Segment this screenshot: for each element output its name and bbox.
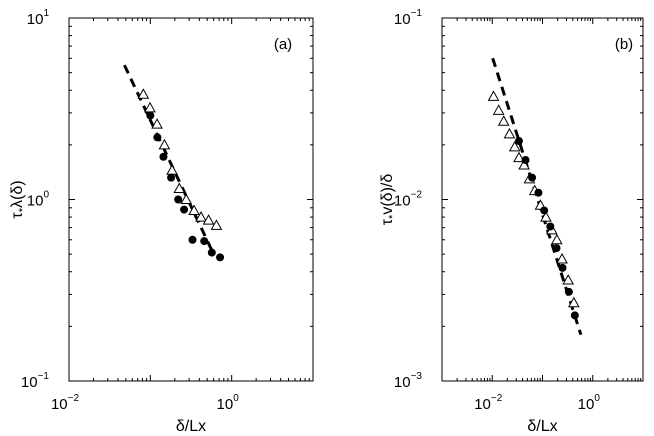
triangle-data-point (487, 90, 500, 101)
circle-data-point (153, 133, 162, 142)
y-tick-label: 10−2 (394, 190, 423, 210)
circle-data-point (528, 173, 537, 182)
triangle-data-point (550, 233, 563, 245)
triangle-data-point (556, 252, 568, 264)
triangle-data-point (562, 274, 575, 285)
x-tick-label: 10−2 (51, 393, 80, 413)
circle-data-point (558, 263, 567, 272)
y-tick-label: 10−1 (21, 371, 50, 391)
circle-data-point (167, 173, 176, 182)
circle-data-point (180, 205, 189, 214)
circle-data-point (174, 195, 183, 204)
triangle-data-point (567, 296, 580, 308)
y-tick-label: 101 (27, 8, 50, 28)
triangle-data-point (166, 164, 178, 175)
circle-data-point (514, 137, 523, 146)
y-axis-label: τ*λ(δ) (9, 180, 29, 218)
circle-data-point (564, 287, 573, 296)
y-tick-label: 10−1 (394, 8, 423, 28)
x-axis-label: δ/Lx (176, 418, 206, 435)
circle-data-point (216, 253, 225, 262)
circle-data-point (521, 156, 530, 165)
circle-data-point (146, 111, 155, 120)
triangle-data-point (158, 138, 171, 150)
triangle-data-point (188, 204, 200, 215)
triangle-data-point (137, 88, 150, 99)
y-axis-label: τ*v(δ)/δ (379, 174, 399, 226)
y-tick-label: 10−3 (394, 371, 423, 391)
chart-panel-b: 10−2 100 10−3 10−2 10−1 δ/Lx τ*v(δ)/δ (b) (379, 8, 644, 435)
triangle-data-point (202, 214, 215, 225)
triangle-data-point (173, 182, 186, 193)
x-tick-label: 100 (578, 393, 601, 413)
triangle-data-point (180, 193, 193, 204)
x-tick-label: 10−2 (474, 393, 503, 413)
triangle-data-point (497, 115, 510, 126)
circle-data-point (540, 206, 549, 215)
triangle-data-point (540, 211, 552, 222)
chart-panel-a: 10−2 100 10−1 100 101 δ/Lx τ*λ(δ) (a) (9, 8, 314, 435)
triangle-data-point (210, 219, 223, 230)
power-law-fit-line (123, 64, 215, 255)
circle-data-point (546, 222, 555, 231)
triangle-data-point (151, 118, 163, 129)
triangle-data-point (195, 211, 207, 222)
circle-data-point (570, 311, 579, 320)
triangle-data-point (503, 127, 516, 139)
panel-label: (a) (274, 36, 292, 53)
circle-data-point (159, 152, 168, 161)
triangle-data-point (492, 104, 505, 115)
panel-label: (b) (615, 36, 633, 53)
triangle-data-point (508, 140, 521, 152)
triangle-data-point (144, 101, 156, 113)
circle-data-point (534, 188, 543, 197)
circle-data-point (552, 244, 561, 253)
triangle-data-point (513, 151, 525, 163)
circle-data-point (200, 237, 209, 246)
x-tick-label: 100 (217, 393, 240, 413)
plot-frame (68, 17, 314, 382)
circle-data-point (207, 248, 216, 257)
circle-data-point (188, 235, 197, 244)
triangle-data-point (518, 158, 530, 170)
plot-frame (441, 17, 644, 382)
y-tick-label: 100 (27, 190, 50, 210)
power-law-fit-line (491, 57, 583, 336)
x-axis-label: δ/Lx (527, 418, 557, 435)
